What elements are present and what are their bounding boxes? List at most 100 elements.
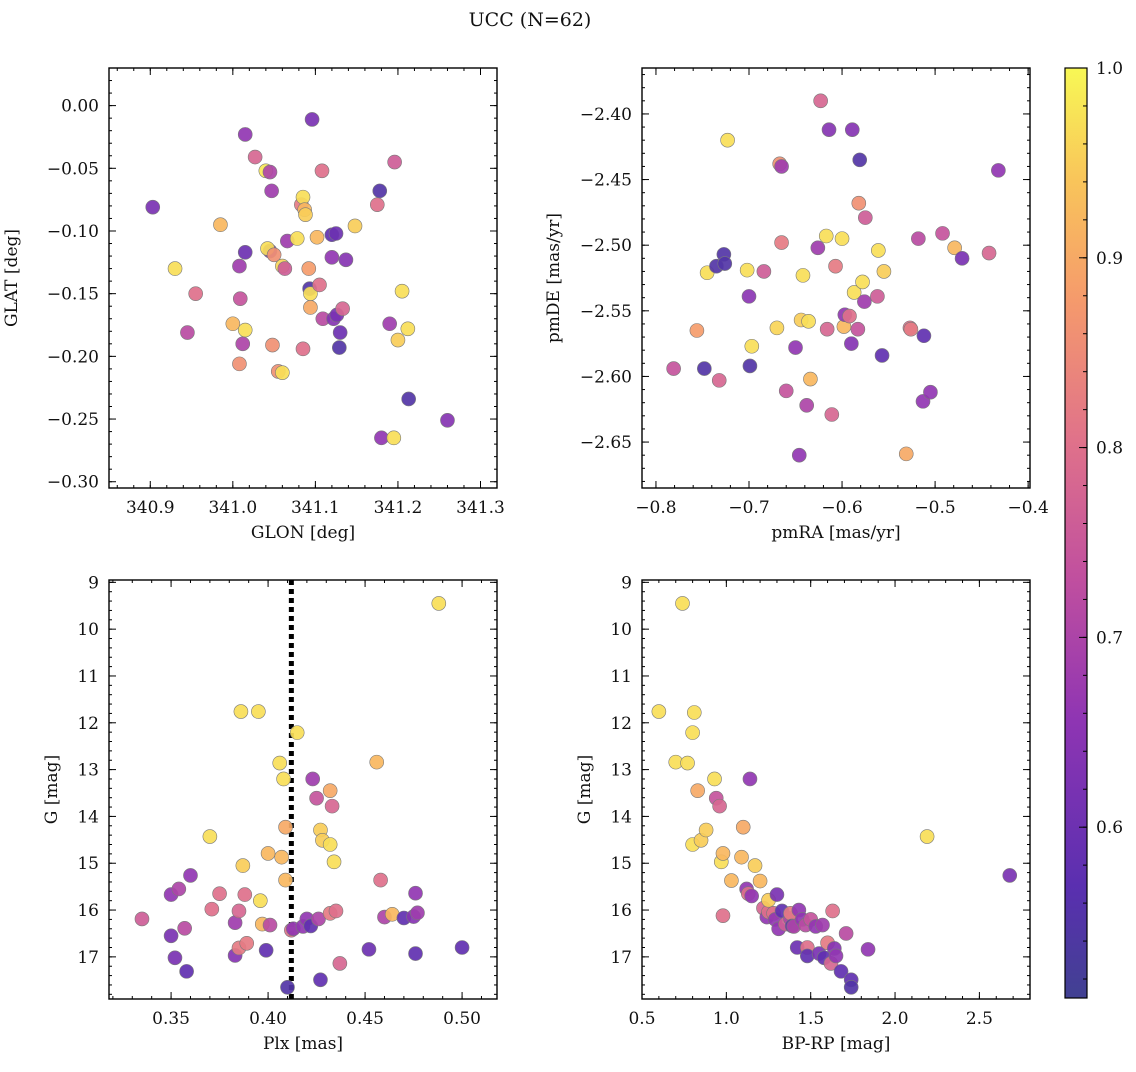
scatter-point: [274, 849, 289, 865]
scatter-point: [239, 935, 255, 951]
scatter-point: [690, 783, 705, 798]
y-tick-label: −0.10: [47, 222, 99, 242]
y-tick-label: 17: [610, 948, 632, 968]
scatter-point: [400, 321, 416, 337]
scatter-point: [697, 361, 712, 376]
y-tick-label: −2.50: [580, 236, 632, 256]
scatter-point: [825, 903, 840, 919]
scatter-point: [898, 446, 914, 462]
y-tick-label: −2.55: [580, 302, 632, 322]
scatter-point: [295, 341, 311, 357]
scatter-point: [233, 704, 249, 719]
scatter-point: [163, 928, 179, 944]
scatter-point: [686, 705, 702, 720]
scatter-point: [335, 301, 350, 317]
scatter-point: [309, 229, 325, 245]
scatter-point: [689, 323, 705, 338]
scatter-point: [852, 152, 868, 168]
y-tick-label: 15: [610, 854, 632, 874]
y-axis-label: G [mag]: [42, 755, 62, 824]
scatter-point: [410, 905, 425, 921]
scatter-point: [851, 195, 867, 211]
y-tick-label: 17: [77, 948, 99, 968]
y-tick-label: 13: [77, 761, 99, 781]
y-axis-label: GLAT [deg]: [2, 229, 22, 327]
scatter-point: [954, 251, 970, 266]
x-tick-label: 340.9: [126, 498, 175, 518]
scatter-point: [188, 286, 203, 301]
scatter-point: [322, 837, 338, 852]
x-tick-label: 341.0: [208, 498, 257, 518]
scatter-point: [204, 901, 220, 917]
scatter-point: [833, 964, 849, 979]
scatter-point: [874, 348, 890, 363]
scatter-point: [795, 268, 811, 283]
scatter-point: [235, 336, 251, 352]
scatter-point: [266, 247, 282, 263]
axes-frame: [641, 67, 1031, 489]
y-tick-label: 15: [77, 854, 99, 874]
x-tick-label: 341.3: [456, 498, 505, 518]
scatter-point: [778, 383, 794, 399]
colorbar: 0.6 0.7 0.8 0.9 1.0: [1064, 59, 1123, 999]
scatter-point: [213, 217, 228, 233]
scatter-point: [947, 240, 962, 256]
scatter-point: [295, 189, 311, 205]
y-axis-label: G [mag]: [575, 755, 595, 824]
scatter-point: [332, 956, 348, 971]
colorbar-tick-label: 1.0: [1096, 59, 1123, 79]
scatter-point: [180, 325, 195, 340]
colorbar-tick-label: 0.7: [1096, 628, 1123, 648]
scatter-point: [275, 365, 290, 380]
scatter-point: [855, 274, 870, 290]
scatter-point: [821, 122, 837, 137]
scatter-point: [408, 946, 423, 961]
scatter-point: [237, 887, 253, 902]
scatter-point: [237, 322, 253, 338]
scatter-point: [386, 430, 402, 446]
scatter-point: [431, 596, 447, 611]
scatter-point: [850, 321, 866, 337]
scatter-point: [742, 771, 758, 787]
scatter-point: [799, 398, 814, 413]
axes-frame: [108, 67, 498, 489]
x-tick-label: 0.45: [346, 1009, 384, 1029]
scatter-point: [712, 798, 727, 814]
x-tick-label: 1.0: [713, 1009, 740, 1029]
scatter-point: [788, 340, 803, 355]
scatter-point: [324, 798, 340, 814]
x-axis-label: BP-RP [mag]: [782, 1034, 891, 1054]
scatter-point: [262, 917, 278, 933]
scatter-point: [903, 321, 919, 337]
scatter-point: [387, 154, 402, 170]
scatter-point: [304, 112, 320, 127]
scatter-point: [717, 256, 733, 271]
scatter-point: [260, 846, 276, 861]
x-tick-label: 341.1: [291, 498, 340, 518]
scatter-point: [813, 93, 828, 109]
axes-frame: [641, 579, 1031, 1000]
scatter-panel-4: 0.5 1.0 1.5 2.0 2.5 9 10 11 12 13 14 15 16 17 BP-RP [m…: [575, 573, 1031, 1054]
scatter-point: [171, 881, 187, 897]
scatter-point: [871, 243, 886, 258]
x-axis-label: Plx [mas]: [263, 1034, 343, 1054]
x-tick-label: 0.35: [152, 1009, 190, 1029]
scatter-point: [715, 908, 731, 923]
scatter-point: [401, 391, 416, 407]
scatter-point: [742, 358, 758, 374]
scatter-point: [167, 261, 183, 276]
scatter-point: [981, 245, 997, 261]
y-axis-label: pmDE [mas/yr]: [544, 213, 564, 343]
x-tick-label: 0.50: [443, 1009, 481, 1029]
scatter-point: [237, 127, 253, 142]
scatter-point: [332, 340, 347, 355]
colorbar-gradient: [1064, 67, 1088, 999]
scatter-point: [666, 361, 681, 376]
scatter-point: [741, 289, 757, 304]
scatter-point: [744, 338, 760, 354]
scatter-point: [724, 873, 739, 888]
scatter-point: [312, 277, 327, 293]
scatter-point: [289, 231, 305, 246]
scatter-point: [698, 822, 714, 838]
scatter-point: [838, 926, 854, 941]
